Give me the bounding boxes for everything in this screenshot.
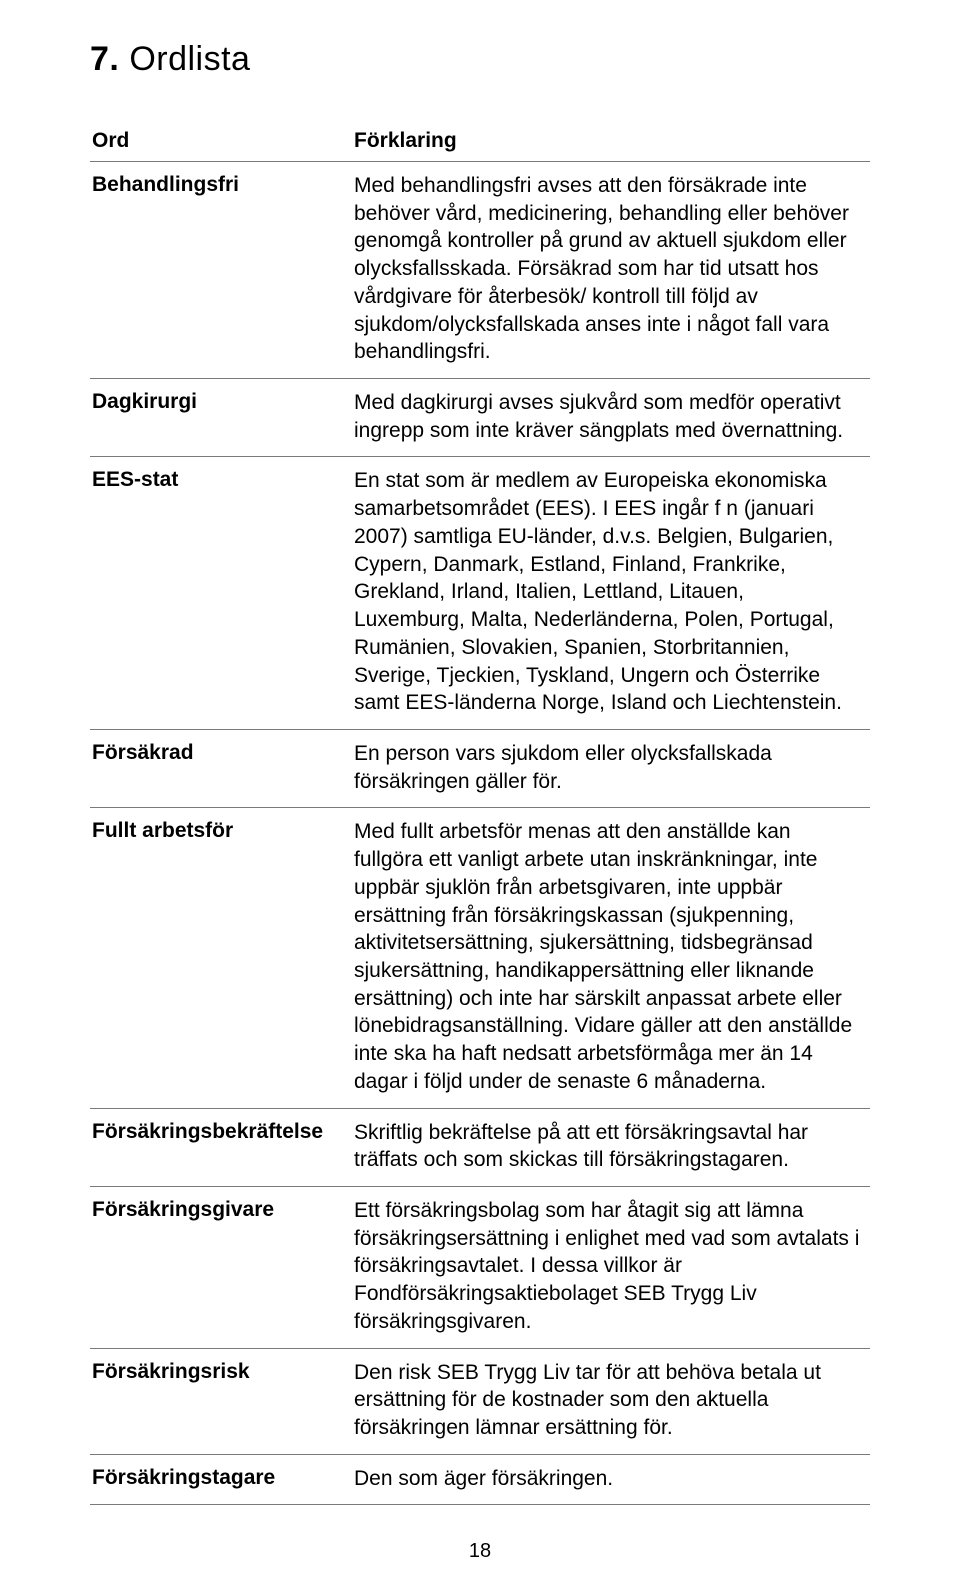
table-row: FörsäkringsgivareEtt försäkringsbolag so… <box>90 1187 870 1349</box>
term-cell: Behandlingsfri <box>90 162 352 379</box>
definition-cell: Ett försäkringsbolag som har åtagit sig … <box>352 1187 870 1349</box>
table-row: FörsäkringsriskDen risk SEB Trygg Liv ta… <box>90 1348 870 1454</box>
table-row: FörsäkradEn person vars sjukdom eller ol… <box>90 729 870 807</box>
definition-paragraph: Med behandlingsfri avses att den försäkr… <box>354 172 860 366</box>
definition-paragraph: En person vars sjukdom eller olycksfalls… <box>354 740 860 795</box>
definition-cell: En stat som är medlem av Europeiska ekon… <box>352 457 870 729</box>
glossary-body: BehandlingsfriMed behandlingsfri avses a… <box>90 162 870 1505</box>
definition-cell: Med behandlingsfri avses att den försäkr… <box>352 162 870 379</box>
page-number: 18 <box>0 1540 960 1563</box>
table-header-row: Ord Förklaring <box>90 123 870 162</box>
definition-paragraph: En stat som är medlem av Europeiska ekon… <box>354 467 860 716</box>
definition-cell: En person vars sjukdom eller olycksfalls… <box>352 729 870 807</box>
definition-cell: Skriftlig bekräftelse på att ett försäkr… <box>352 1108 870 1186</box>
term-cell: Försäkrad <box>90 729 352 807</box>
glossary-table: Ord Förklaring BehandlingsfriMed behandl… <box>90 123 870 1505</box>
table-row: EES-statEn stat som är medlem av Europei… <box>90 457 870 729</box>
term-cell: EES-stat <box>90 457 352 729</box>
definition-paragraph: Med fullt arbetsför menas att den anstäl… <box>354 818 860 1095</box>
definition-cell: Den som äger försäkringen. <box>352 1454 870 1505</box>
term-cell: Försäkringstagare <box>90 1454 352 1505</box>
term-cell: Dagkirurgi <box>90 379 352 457</box>
definition-paragraph: Ett försäkringsbolag som har åtagit sig … <box>354 1197 860 1336</box>
definition-paragraph: Med dagkirurgi avses sjukvård som medför… <box>354 389 860 444</box>
definition-cell: Med fullt arbetsför menas att den anstäl… <box>352 808 870 1108</box>
table-row: FörsäkringstagareDen som äger försäkring… <box>90 1454 870 1505</box>
term-cell: Försäkringsrisk <box>90 1348 352 1454</box>
column-header-definition: Förklaring <box>352 123 870 162</box>
page-title: 7. Ordlista <box>90 40 870 79</box>
section-number: 7. <box>90 40 119 78</box>
definition-cell: Med dagkirurgi avses sjukvård som medför… <box>352 379 870 457</box>
term-cell: Försäkringsgivare <box>90 1187 352 1349</box>
table-row: FörsäkringsbekräftelseSkriftlig bekräfte… <box>90 1108 870 1186</box>
table-row: BehandlingsfriMed behandlingsfri avses a… <box>90 162 870 379</box>
table-row: Fullt arbetsförMed fullt arbetsför menas… <box>90 808 870 1108</box>
term-cell: Fullt arbetsför <box>90 808 352 1108</box>
definition-paragraph: Skriftlig bekräftelse på att ett försäkr… <box>354 1119 860 1174</box>
definition-paragraph: Den risk SEB Trygg Liv tar för att behöv… <box>354 1359 860 1442</box>
term-cell: Försäkringsbekräftelse <box>90 1108 352 1186</box>
definition-cell: Den risk SEB Trygg Liv tar för att behöv… <box>352 1348 870 1454</box>
section-title: Ordlista <box>129 40 250 78</box>
document-page: 7. Ordlista Ord Förklaring Behandlingsfr… <box>0 0 960 1585</box>
table-row: DagkirurgiMed dagkirurgi avses sjukvård … <box>90 379 870 457</box>
column-header-term: Ord <box>90 123 352 162</box>
definition-paragraph: Den som äger försäkringen. <box>354 1465 860 1493</box>
